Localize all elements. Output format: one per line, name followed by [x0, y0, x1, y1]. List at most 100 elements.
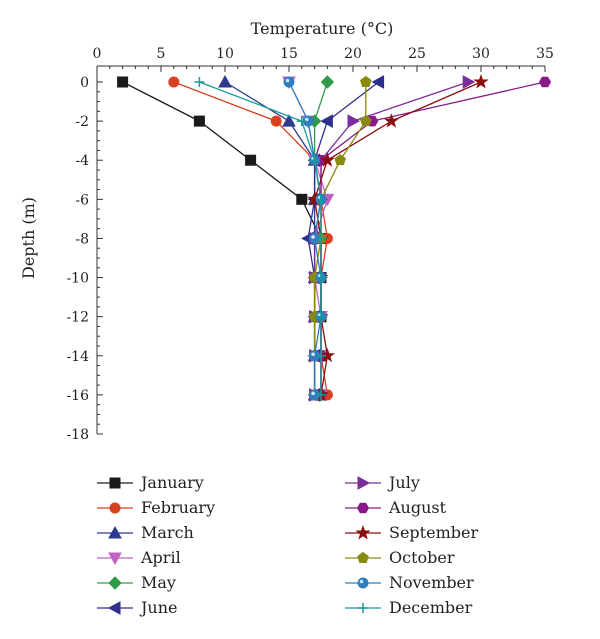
legend-label-january: January — [139, 473, 204, 492]
legend-item-july: July — [345, 473, 420, 492]
legend-label-february: February — [141, 498, 215, 517]
data-point-january — [245, 154, 257, 166]
legend-label-december: December — [389, 598, 473, 617]
data-point-october — [359, 75, 372, 87]
x-tick-label: 25 — [408, 46, 426, 62]
legend-label-may: May — [141, 573, 176, 592]
legend-marker-january — [109, 477, 121, 489]
data-point-january — [193, 115, 205, 127]
data-point-september — [319, 347, 336, 363]
data-point-december — [194, 77, 205, 87]
legend-label-october: October — [389, 548, 455, 567]
x-tick-label: 10 — [216, 46, 234, 62]
y-tick-label: -4 — [75, 153, 89, 169]
data-point-december — [316, 311, 326, 322]
x-tick-label: 15 — [280, 46, 298, 62]
series-line-september — [313, 81, 482, 395]
legend-marker-may — [108, 576, 122, 590]
legend-item-april: April — [97, 548, 181, 567]
legend-marker-november — [357, 577, 369, 589]
data-point-december — [316, 233, 326, 244]
data-point-july — [347, 114, 361, 128]
y-tick-label: -8 — [75, 231, 89, 247]
data-point-december — [309, 155, 320, 166]
y-tick-label: -14 — [66, 349, 89, 365]
data-point-december — [316, 350, 326, 361]
legend-label-june: June — [139, 598, 178, 617]
x-tick-label: 20 — [344, 46, 362, 62]
legend-item-august: August — [345, 498, 447, 517]
legend-marker-october — [357, 551, 369, 563]
data-point-december — [316, 194, 326, 205]
legend-marker-february — [109, 502, 121, 514]
series-line-july — [313, 81, 469, 395]
legend-label-november: November — [389, 573, 474, 592]
legend-marker-june — [107, 601, 121, 615]
series-layer — [117, 73, 552, 402]
data-point-november-highlight — [311, 235, 315, 239]
x-tick-label: 35 — [536, 46, 554, 62]
data-point-september — [319, 152, 336, 167]
series-december — [194, 77, 326, 400]
data-point-june — [371, 75, 385, 89]
legend-label-september: September — [389, 523, 478, 542]
legend-marker-august — [356, 502, 370, 514]
x-axis-title: Temperature (°C) — [251, 19, 394, 38]
axes: 0 5 10 15 20 25 30 35 0 -2 -4 -6 -8 -10 -12 -14 -16 -18 — [66, 46, 553, 443]
data-point-december — [316, 389, 326, 400]
y-tick-label: 0 — [80, 75, 89, 91]
y-tick-label: -16 — [66, 388, 89, 404]
series-july — [309, 75, 476, 402]
y-tick-label: -2 — [75, 114, 89, 130]
y-tick-label: -6 — [75, 192, 89, 208]
legend-item-january: January — [97, 473, 204, 492]
legend-label-july: July — [387, 473, 420, 492]
data-point-december — [296, 116, 307, 127]
y-tick-label: -10 — [66, 271, 89, 287]
data-point-september — [473, 73, 489, 89]
legend-marker-march — [108, 525, 122, 539]
legend-item-november: November — [345, 573, 474, 592]
data-point-november — [283, 76, 295, 88]
legend: January February March April May June July Augu… — [97, 473, 478, 617]
series-september — [306, 73, 489, 402]
data-point-february — [270, 115, 282, 127]
data-point-july — [462, 75, 476, 89]
legend-marker-november-highlight — [359, 579, 364, 584]
series-line-january — [122, 81, 322, 395]
legend-item-march: March — [97, 523, 194, 542]
legend-marker-july — [357, 476, 371, 490]
legend-item-february: February — [97, 498, 215, 517]
data-point-november-highlight — [285, 78, 290, 83]
data-point-november-highlight — [311, 391, 315, 396]
legend-item-october: October — [345, 548, 455, 567]
data-point-march — [282, 114, 296, 127]
y-axis-title: Depth (m) — [19, 197, 38, 279]
data-point-june — [320, 114, 333, 128]
legend-marker-april — [108, 552, 122, 566]
data-point-august — [538, 76, 552, 88]
legend-item-september: September — [345, 523, 478, 542]
data-point-september — [383, 113, 400, 128]
x-tick-label: 5 — [157, 46, 166, 62]
data-point-may — [320, 75, 335, 89]
x-tick-label: 0 — [93, 46, 102, 62]
data-point-january — [117, 76, 129, 88]
data-point-january — [296, 193, 308, 205]
legend-marker-december — [358, 603, 368, 613]
x-tick-label: 30 — [472, 46, 490, 62]
legend-label-april: April — [140, 548, 181, 567]
data-point-february — [168, 76, 180, 88]
legend-label-august: August — [388, 498, 447, 517]
data-point-october — [359, 114, 372, 127]
legend-label-march: March — [141, 523, 194, 542]
data-point-march — [218, 74, 232, 88]
legend-marker-september — [355, 524, 371, 540]
data-point-october — [334, 154, 347, 166]
data-point-december — [316, 272, 326, 283]
series-line-august — [320, 81, 546, 395]
legend-item-december: December — [345, 598, 473, 617]
legend-item-may: May — [97, 573, 176, 592]
y-tick-label: -18 — [66, 427, 89, 443]
